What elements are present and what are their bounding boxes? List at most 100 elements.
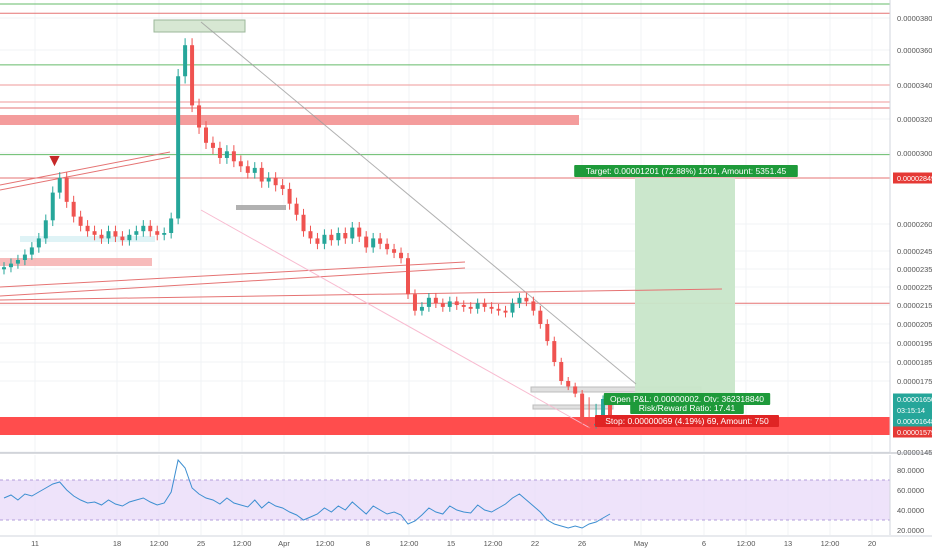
candle-body xyxy=(510,303,515,313)
candle-body xyxy=(231,151,236,162)
price-badge-text: 0.00001648 xyxy=(897,417,932,426)
time-tick-label: 18 xyxy=(113,539,121,548)
time-tick-label: 12:00 xyxy=(400,539,419,548)
mid-trendline xyxy=(0,288,723,301)
time-tick-label: 12:00 xyxy=(150,539,169,548)
candle-body xyxy=(85,225,90,232)
entry-marker-lower xyxy=(532,404,614,410)
candle-body xyxy=(99,234,104,239)
risk-reward-label: Risk/Reward Ratio: 17.41 xyxy=(630,402,744,414)
price-badge-text: 0.00001650 xyxy=(897,395,932,404)
target-label-text: Target: 0.00001201 (72.88%) 1201, Amount… xyxy=(586,166,787,176)
candle-body xyxy=(176,76,181,219)
candle-body xyxy=(385,243,390,250)
time-tick-label: 22 xyxy=(531,539,539,548)
time-tick-label: 26 xyxy=(578,539,586,548)
rsi-tick-label: 60.0000 xyxy=(897,486,924,495)
candle-body xyxy=(601,399,606,424)
support-channel-top xyxy=(0,261,466,288)
time-tick-label: 12:00 xyxy=(484,539,503,548)
candle-body xyxy=(134,231,139,235)
candle-body xyxy=(308,231,313,239)
price-axis-background xyxy=(890,0,932,452)
candle-body xyxy=(190,45,195,106)
top-highlight-box xyxy=(153,19,246,33)
candle-body xyxy=(8,263,13,268)
candle-body xyxy=(148,225,153,232)
candle-body xyxy=(287,188,292,204)
candle-body xyxy=(280,185,285,189)
candle-body xyxy=(15,260,20,264)
candle-body xyxy=(71,201,76,217)
candle-body xyxy=(371,238,376,248)
candle-body xyxy=(517,297,522,304)
down-arrow-icon xyxy=(49,156,60,167)
candle-body xyxy=(343,233,348,239)
stop-label-text: Stop: 0.00000069 (4.19%) 69, Amount: 750 xyxy=(605,416,769,426)
price-badge-text: 03:15:14 xyxy=(897,406,925,415)
candle-body xyxy=(357,227,362,237)
price-badge xyxy=(893,172,932,184)
candle-body xyxy=(294,203,299,215)
candle-body xyxy=(217,147,222,158)
stop-label: Stop: 0.00000069 (4.19%) 69, Amount: 750 xyxy=(595,415,779,427)
rsi-tick-label: 40.0000 xyxy=(897,506,924,515)
candle-body xyxy=(141,225,146,232)
candle-body xyxy=(57,177,62,193)
stop-label-bg xyxy=(595,415,779,427)
support-zone xyxy=(0,258,152,266)
candle-body xyxy=(378,238,383,244)
candle-body xyxy=(447,301,452,307)
candle-body xyxy=(224,151,229,158)
rsi-line xyxy=(3,458,611,529)
candle-body xyxy=(22,254,27,260)
candle-body xyxy=(440,303,445,307)
candle-body xyxy=(197,105,202,128)
time-tick-label: 12:00 xyxy=(821,539,840,548)
candle-body xyxy=(252,167,257,173)
candle-body xyxy=(273,177,278,186)
candle-body xyxy=(461,305,466,307)
candle-body xyxy=(406,258,410,295)
level-marker xyxy=(236,205,286,210)
candle-body xyxy=(329,234,334,241)
upper-trendline xyxy=(0,151,171,186)
candle-body xyxy=(608,399,612,423)
candle-body xyxy=(322,234,327,244)
candle-body xyxy=(259,167,264,182)
risk-reward-label-bg xyxy=(630,402,744,414)
candle-body xyxy=(482,303,487,307)
candle-body xyxy=(50,192,55,221)
candle-body xyxy=(496,308,501,311)
candle-body xyxy=(454,301,459,305)
time-tick-label: 12:00 xyxy=(737,539,756,548)
candle-body xyxy=(587,422,592,426)
candle-body xyxy=(552,341,557,362)
candle-body xyxy=(545,324,550,342)
candle-body xyxy=(412,294,417,311)
candle-body xyxy=(2,267,6,270)
price-badge xyxy=(893,415,932,427)
candle-body xyxy=(238,161,243,167)
candle-body xyxy=(468,306,473,309)
target-zone xyxy=(635,178,735,395)
candle-body xyxy=(162,233,167,235)
candle-body xyxy=(392,249,397,253)
candle-body xyxy=(301,214,306,232)
time-tick-label: 20 xyxy=(868,539,876,548)
time-tick-label: 15 xyxy=(447,539,455,548)
candle-body xyxy=(127,234,132,241)
candle-body xyxy=(29,247,34,255)
candle-body xyxy=(78,216,83,226)
candle-body xyxy=(210,142,215,148)
time-tick-label: 12:00 xyxy=(233,539,252,548)
candle-body xyxy=(426,297,431,307)
